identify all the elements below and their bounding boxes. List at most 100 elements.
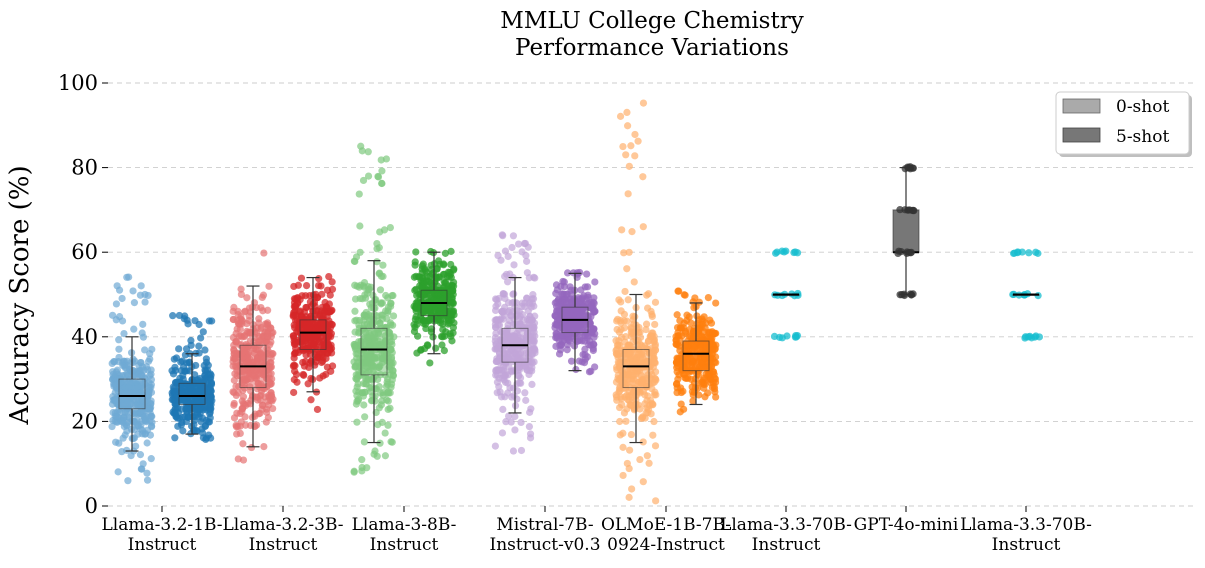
data-point bbox=[291, 302, 299, 310]
data-point bbox=[229, 388, 237, 396]
data-point bbox=[411, 258, 419, 266]
data-point bbox=[131, 357, 139, 365]
data-point bbox=[528, 380, 536, 389]
data-point bbox=[368, 319, 376, 327]
data-point bbox=[514, 240, 523, 248]
y-axis-label: Accuracy Score (%) bbox=[5, 165, 35, 425]
data-point bbox=[624, 190, 632, 198]
data-point bbox=[381, 452, 390, 460]
data-point bbox=[622, 417, 630, 425]
data-point bbox=[531, 274, 539, 282]
data-point bbox=[326, 346, 334, 354]
data-point bbox=[171, 363, 179, 371]
data-point bbox=[130, 299, 139, 307]
data-point bbox=[356, 222, 364, 230]
data-point bbox=[676, 408, 684, 416]
data-point bbox=[111, 374, 119, 382]
data-point bbox=[112, 316, 120, 324]
data-point bbox=[121, 371, 129, 379]
data-point bbox=[515, 307, 523, 316]
data-point bbox=[361, 294, 370, 302]
data-point bbox=[552, 281, 561, 289]
legend[interactable]: 0-shot 5-shot bbox=[1055, 91, 1192, 157]
data-point bbox=[584, 293, 592, 302]
data-point bbox=[523, 294, 531, 302]
data-point bbox=[498, 429, 507, 437]
data-point bbox=[525, 422, 534, 431]
data-point bbox=[581, 351, 589, 359]
x-tick-label: Instruct bbox=[128, 535, 197, 555]
data-point bbox=[631, 152, 639, 160]
box-5shot bbox=[682, 302, 710, 406]
data-point bbox=[679, 387, 687, 395]
data-point bbox=[358, 147, 366, 155]
data-point bbox=[616, 417, 624, 426]
box-0shot bbox=[501, 276, 529, 414]
data-point bbox=[193, 410, 202, 418]
data-point bbox=[711, 345, 719, 354]
data-point bbox=[440, 346, 448, 355]
data-point bbox=[237, 285, 245, 293]
data-point bbox=[258, 401, 266, 409]
box-single bbox=[892, 167, 920, 296]
data-point bbox=[651, 340, 659, 349]
data-point bbox=[497, 256, 505, 264]
x-tick-label: Llama-3.2-1B- bbox=[101, 515, 222, 535]
x-tick-label: GPT-4o-mini bbox=[854, 515, 959, 535]
y-tick-label: 40 bbox=[71, 325, 98, 349]
data-point bbox=[521, 361, 529, 370]
data-point bbox=[352, 387, 360, 395]
data-point bbox=[386, 346, 395, 354]
box-0shot bbox=[118, 336, 146, 452]
data-point bbox=[585, 368, 594, 376]
data-point bbox=[530, 358, 538, 366]
x-tick-label: Llama-3.3-70B- bbox=[720, 515, 852, 535]
data-point bbox=[175, 311, 184, 320]
data-point bbox=[136, 366, 144, 375]
data-point bbox=[441, 249, 450, 257]
data-point bbox=[200, 361, 208, 370]
data-point bbox=[615, 359, 623, 368]
data-point bbox=[517, 418, 525, 427]
data-point bbox=[639, 223, 647, 231]
data-point bbox=[230, 346, 238, 355]
data-point bbox=[515, 371, 523, 379]
data-point bbox=[177, 421, 186, 429]
data-point bbox=[147, 412, 155, 421]
x-tick-label: Mistral-7B- bbox=[496, 515, 593, 535]
data-point bbox=[523, 320, 532, 328]
data-point bbox=[712, 299, 720, 307]
data-point bbox=[622, 151, 630, 159]
data-point bbox=[389, 321, 397, 329]
data-point bbox=[639, 99, 648, 107]
data-point bbox=[141, 346, 149, 354]
box-single bbox=[1012, 293, 1040, 296]
data-point bbox=[568, 298, 576, 306]
data-point bbox=[515, 363, 523, 371]
data-point bbox=[313, 405, 322, 414]
data-point bbox=[411, 315, 419, 323]
data-point bbox=[365, 376, 373, 384]
data-point bbox=[422, 324, 430, 333]
data-point bbox=[192, 361, 200, 370]
data-point bbox=[907, 291, 916, 299]
data-point bbox=[528, 364, 536, 372]
data-point bbox=[553, 320, 561, 329]
data-point bbox=[268, 397, 276, 405]
data-point bbox=[245, 328, 253, 336]
data-point bbox=[523, 269, 531, 277]
data-point bbox=[563, 346, 571, 354]
data-point bbox=[290, 354, 298, 362]
data-point bbox=[387, 302, 395, 311]
data-point bbox=[432, 344, 440, 352]
data-point bbox=[897, 247, 905, 256]
data-point bbox=[651, 359, 659, 367]
data-point bbox=[241, 413, 249, 421]
data-point bbox=[120, 330, 128, 338]
data-point bbox=[773, 248, 781, 256]
data-point bbox=[509, 447, 518, 455]
data-point bbox=[374, 421, 382, 429]
data-point bbox=[231, 354, 239, 362]
data-point bbox=[572, 365, 580, 374]
data-point bbox=[355, 283, 363, 291]
